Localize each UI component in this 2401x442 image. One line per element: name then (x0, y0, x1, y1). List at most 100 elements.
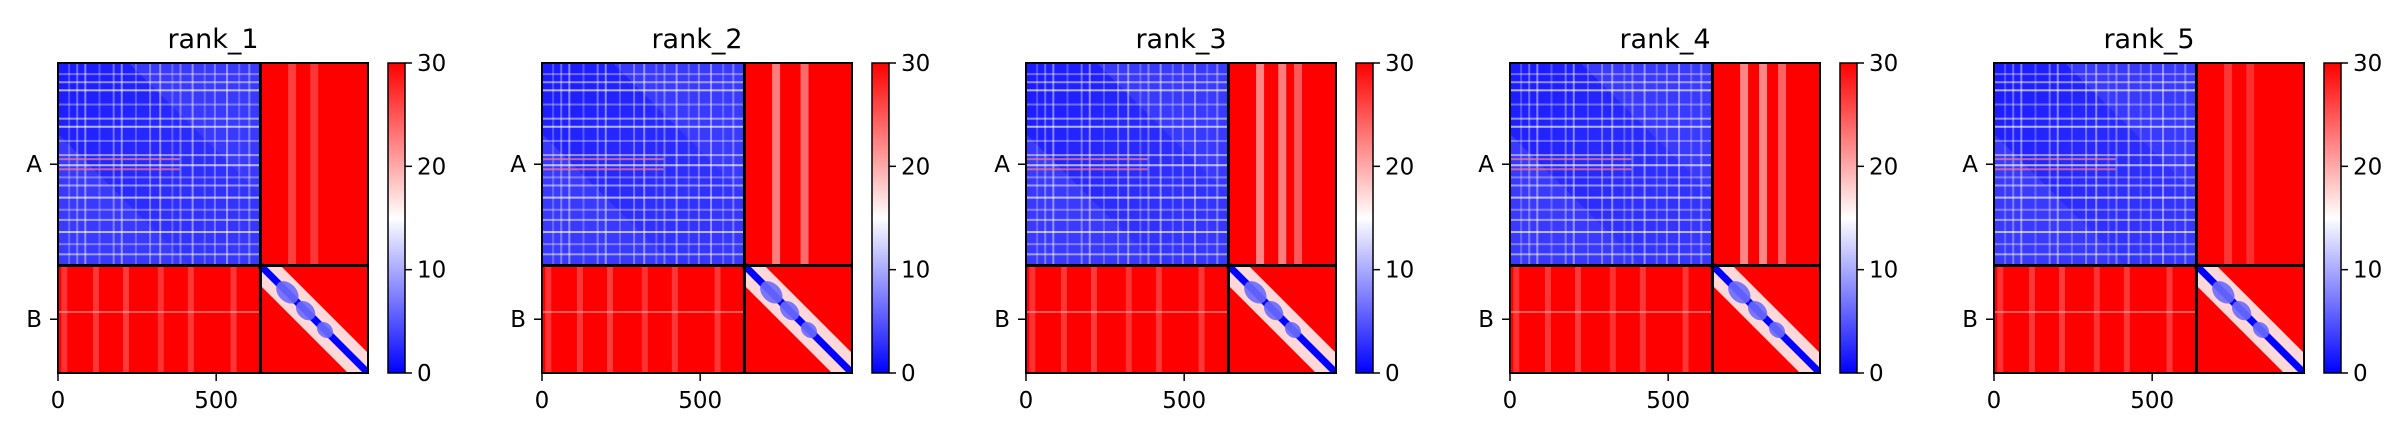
inter-row-stripe (1026, 311, 1229, 313)
inter-stripe-lower (2093, 265, 2100, 373)
colorbar-tick-label: 20 (1385, 154, 1414, 180)
y-tick-label-B: B (510, 307, 526, 333)
row-stripe (58, 218, 261, 221)
domain-blob (1284, 321, 1302, 339)
inter-stripe-vertical (310, 63, 319, 266)
colorbar-tick-label: 10 (901, 258, 930, 284)
col-stripe (1206, 63, 1209, 266)
colorbar-tick-label: 0 (417, 361, 432, 387)
col-stripe (2095, 63, 2098, 266)
row-stripe-hot (58, 158, 180, 161)
colorbar: 0 10 20 30 (871, 51, 930, 387)
col-stripe (1181, 63, 1184, 266)
row-stripe (1510, 117, 1713, 120)
row-stripe (1026, 184, 1229, 187)
heatmap (1026, 63, 1336, 373)
colorbar-tick-label: 0 (2353, 361, 2368, 387)
col-stripe (1194, 63, 1197, 266)
colorbar-tick-label: 30 (1385, 51, 1414, 77)
inter-stripe-lower (1513, 265, 1520, 373)
inter-stripe-lower (157, 265, 164, 373)
inter-stripe-lower (1029, 265, 1036, 373)
colorbar-tick-label: 20 (2353, 154, 2382, 180)
row-stripe (1026, 125, 1229, 128)
x-tick-label: 0 (1019, 388, 1034, 414)
inter-stripe-vertical (1256, 63, 1265, 266)
row-stripe-hot (1510, 168, 1632, 171)
x-tick-label: 0 (51, 388, 66, 414)
row-stripe (542, 253, 745, 256)
y-tick-label-A: A (1478, 152, 1494, 178)
row-stripe (542, 103, 745, 106)
domain-blob (1244, 281, 1267, 304)
inter-stripe-vertical (1294, 63, 1303, 266)
row-stripe (542, 154, 745, 157)
x-tick-label: 500 (194, 388, 238, 414)
colorbar-tick-label: 20 (417, 154, 446, 180)
col-stripe (238, 63, 241, 266)
panel-title: rank_5 (2103, 24, 2194, 55)
panel-title: rank_4 (1619, 24, 1710, 55)
heatmap (1994, 63, 2304, 373)
row-stripe (58, 196, 261, 199)
inter-row-stripe (542, 311, 745, 313)
domain-blob (2252, 321, 2270, 339)
row-stripe (1510, 184, 1713, 187)
inter-stripe-lower (1060, 265, 1067, 373)
panel-rank_4: rank_4 A B 0 500 0 10 20 30 (1478, 24, 1898, 414)
row-stripe (1026, 208, 1229, 211)
col-stripe (203, 63, 206, 266)
domain-blob (276, 281, 299, 304)
row-stripe (1510, 103, 1713, 106)
inter-stripe-lower (1997, 265, 2004, 373)
row-stripe-hot (1994, 168, 2116, 171)
inter-stripe-lower (545, 265, 552, 373)
y-tick-label-B: B (1478, 307, 1494, 333)
heatmap (58, 63, 368, 373)
row-stripe (542, 139, 745, 142)
inter-stripe-lower (1682, 265, 1689, 373)
colorbar-tick-label: 10 (417, 258, 446, 284)
row-stripe (1026, 81, 1229, 84)
row-stripe (1994, 196, 2197, 199)
row-stripe (542, 73, 745, 76)
col-stripe (1700, 63, 1703, 266)
row-stripe (1994, 218, 2197, 221)
row-stripe (1026, 231, 1229, 234)
domain-blob (1728, 281, 1751, 304)
row-stripe (1026, 103, 1229, 106)
inter-stripe-lower (2028, 265, 2035, 373)
row-stripe (542, 81, 745, 84)
heatmap (1510, 63, 1820, 373)
row-stripe-hot (1026, 168, 1148, 171)
inter-stripe-lower (1125, 265, 1132, 373)
col-stripe (1611, 63, 1614, 266)
col-stripe (1147, 63, 1150, 266)
row-stripe (1994, 176, 2197, 179)
col-stripe (179, 63, 182, 266)
col-stripe (1127, 63, 1130, 266)
inter-stripe-lower (92, 265, 99, 373)
col-stripe (213, 63, 216, 266)
inter-stripe-lower (671, 265, 678, 373)
panel-title: rank_1 (167, 24, 258, 55)
row-stripe (1510, 164, 1713, 167)
col-stripe (722, 63, 725, 266)
panel-frame (57, 62, 369, 374)
inter-stripe-vertical (772, 63, 781, 266)
col-stripe (1655, 63, 1658, 266)
row-stripe (542, 196, 745, 199)
colorbar-gradient (2323, 62, 2342, 374)
row-stripe (1994, 125, 2197, 128)
inter-stripe-vertical (1759, 63, 1768, 266)
row-stripe (1510, 73, 1713, 76)
col-stripe (191, 63, 194, 266)
domain-blob (2212, 281, 2235, 304)
col-stripe (1631, 63, 1634, 266)
col-stripe (2107, 63, 2110, 266)
colorbar-tick-label: 10 (2353, 258, 2382, 284)
y-tick-label-B: B (26, 307, 42, 333)
row-stripe (1510, 176, 1713, 179)
row-stripe (1994, 184, 2197, 187)
col-stripe (159, 63, 162, 266)
